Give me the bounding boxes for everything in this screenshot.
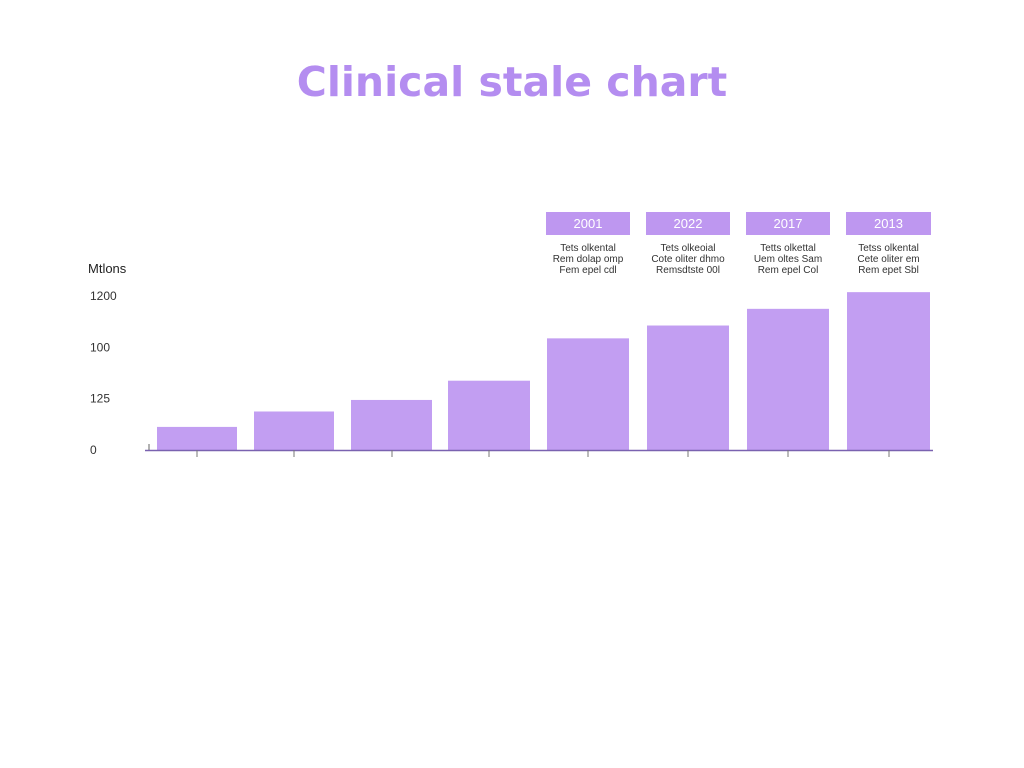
bar [448,380,530,450]
bar [747,308,829,450]
header-label: 2022 [674,216,703,231]
bar [847,292,930,450]
annotation-line: Tetss olkental [858,243,919,254]
header-label: 2013 [874,216,903,231]
annotation-line: Tetts olkettal [760,243,816,254]
annotation-line: Rem epet Sbl [858,265,919,276]
header-label: 2017 [774,216,803,231]
header-box [746,212,830,235]
bar [351,399,432,450]
header-box [646,212,730,235]
bar [254,411,334,450]
annotation-line: Cete oliter em [857,254,919,265]
y-axis-label: Mtlons [88,261,127,276]
annotation-line: Rem epel Col [758,265,819,276]
annotation-line: Remsdtste 00l [656,265,720,276]
y-tick-label: 100 [90,340,110,354]
header-label: 2001 [574,216,603,231]
y-tick-label: 1200 [90,289,117,303]
annotation-line: Uem oltes Sam [754,254,822,265]
annotation-line: Tets olkeoial [660,243,715,254]
header-box [846,212,931,235]
y-tick-label: 0 [90,443,97,457]
header-box [546,212,630,235]
bar [157,426,237,450]
annotation-line: Cote oliter dhmo [651,254,725,265]
bar [547,338,629,450]
bar [647,325,729,450]
chart-title: Clinical stale chart [296,58,728,106]
y-tick-label: 125 [90,392,110,406]
annotation-line: Rem dolap omp [553,254,624,265]
annotation-line: Tets olkental [560,243,616,254]
annotation-line: Fem epel cdl [559,265,616,276]
